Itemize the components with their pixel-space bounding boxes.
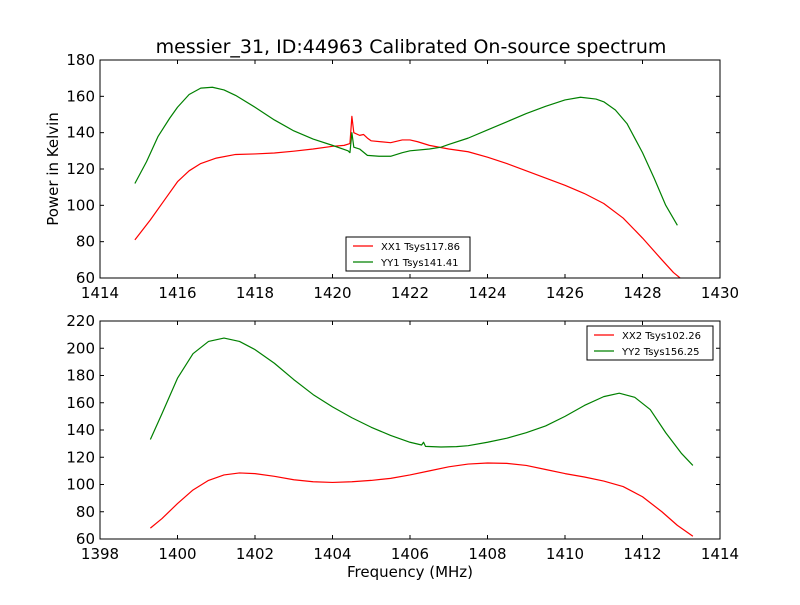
series-line-2-1 xyxy=(149,462,694,537)
x-tick-label: 1402 xyxy=(236,545,274,563)
y-tick-label: 80 xyxy=(76,503,95,521)
x-tick-label: 1418 xyxy=(236,284,274,302)
series-line-1-2 xyxy=(134,86,678,226)
chart-title: messier_31, ID:44963 Calibrated On-sourc… xyxy=(156,36,667,58)
y-tick-label: 140 xyxy=(66,421,95,439)
y-tick-label: 120 xyxy=(66,448,95,466)
x-tick-label: 1414 xyxy=(81,284,119,302)
y-tick-label: 180 xyxy=(66,51,95,69)
x-tick-label: 1406 xyxy=(391,545,429,563)
y-tick-label: 200 xyxy=(66,339,95,357)
y-tick-label: 100 xyxy=(66,196,95,214)
x-tick-label: 1422 xyxy=(391,284,429,302)
x-tick-label: 1430 xyxy=(701,284,739,302)
x-tick-label: 1410 xyxy=(546,545,584,563)
y-tick-label: 140 xyxy=(66,124,95,142)
y-axis-label: Power in Kelvin xyxy=(44,112,62,226)
legend-label-2: YY1 Tsys141.41 xyxy=(380,258,459,269)
x-tick-label: 1416 xyxy=(158,284,196,302)
x-tick-label: 1424 xyxy=(468,284,506,302)
legend-box xyxy=(586,325,714,361)
x-tick-label: 1414 xyxy=(701,545,739,563)
legend-label-2: YY2 Tsys156.25 xyxy=(621,347,700,358)
plot-panel-1: 1414 1416 1418 1420 1422 1424 1426 1428 1430 60 80… xyxy=(66,51,739,302)
plot-panel-2: 1398 1400 1402 1404 1406 1408 1410 1412 1414 60 80… xyxy=(66,312,739,563)
x-tick-label: 1408 xyxy=(468,545,506,563)
y-tick-label: 180 xyxy=(66,367,95,385)
y-tick-label: 80 xyxy=(76,233,95,251)
y-tick-label: 60 xyxy=(76,269,95,287)
y-tick-label: 120 xyxy=(66,160,95,178)
legend-label-1: XX1 Tsys117.86 xyxy=(381,242,460,253)
y-tick-label: 160 xyxy=(66,87,95,105)
y-tick-label: 160 xyxy=(66,394,95,412)
x-tick-label: 1420 xyxy=(313,284,351,302)
y-tick-label: 100 xyxy=(66,476,95,494)
series-line-1-1 xyxy=(134,115,682,278)
legend-2: XX2 Tsys102.26 YY2 Tsys156.25 xyxy=(586,325,714,361)
plots-layer: 1414 1416 1418 1420 1422 1424 1426 1428 1430 60 80… xyxy=(66,51,739,563)
x-tick-label: 1404 xyxy=(313,545,351,563)
x-tick-label: 1428 xyxy=(623,284,661,302)
series-line-2-2 xyxy=(149,337,694,466)
legend-label-1: XX2 Tsys102.26 xyxy=(622,331,701,342)
legend-box xyxy=(345,236,471,272)
legend-1: XX1 Tsys117.86 YY1 Tsys141.41 xyxy=(345,236,471,272)
x-tick-label: 1426 xyxy=(546,284,584,302)
x-tick-label: 1398 xyxy=(81,545,119,563)
y-tick-label: 60 xyxy=(76,530,95,548)
x-tick-label: 1412 xyxy=(623,545,661,563)
x-tick-label: 1400 xyxy=(158,545,196,563)
x-axis-label: Frequency (MHz) xyxy=(347,563,473,581)
y-tick-label: 220 xyxy=(66,312,95,330)
